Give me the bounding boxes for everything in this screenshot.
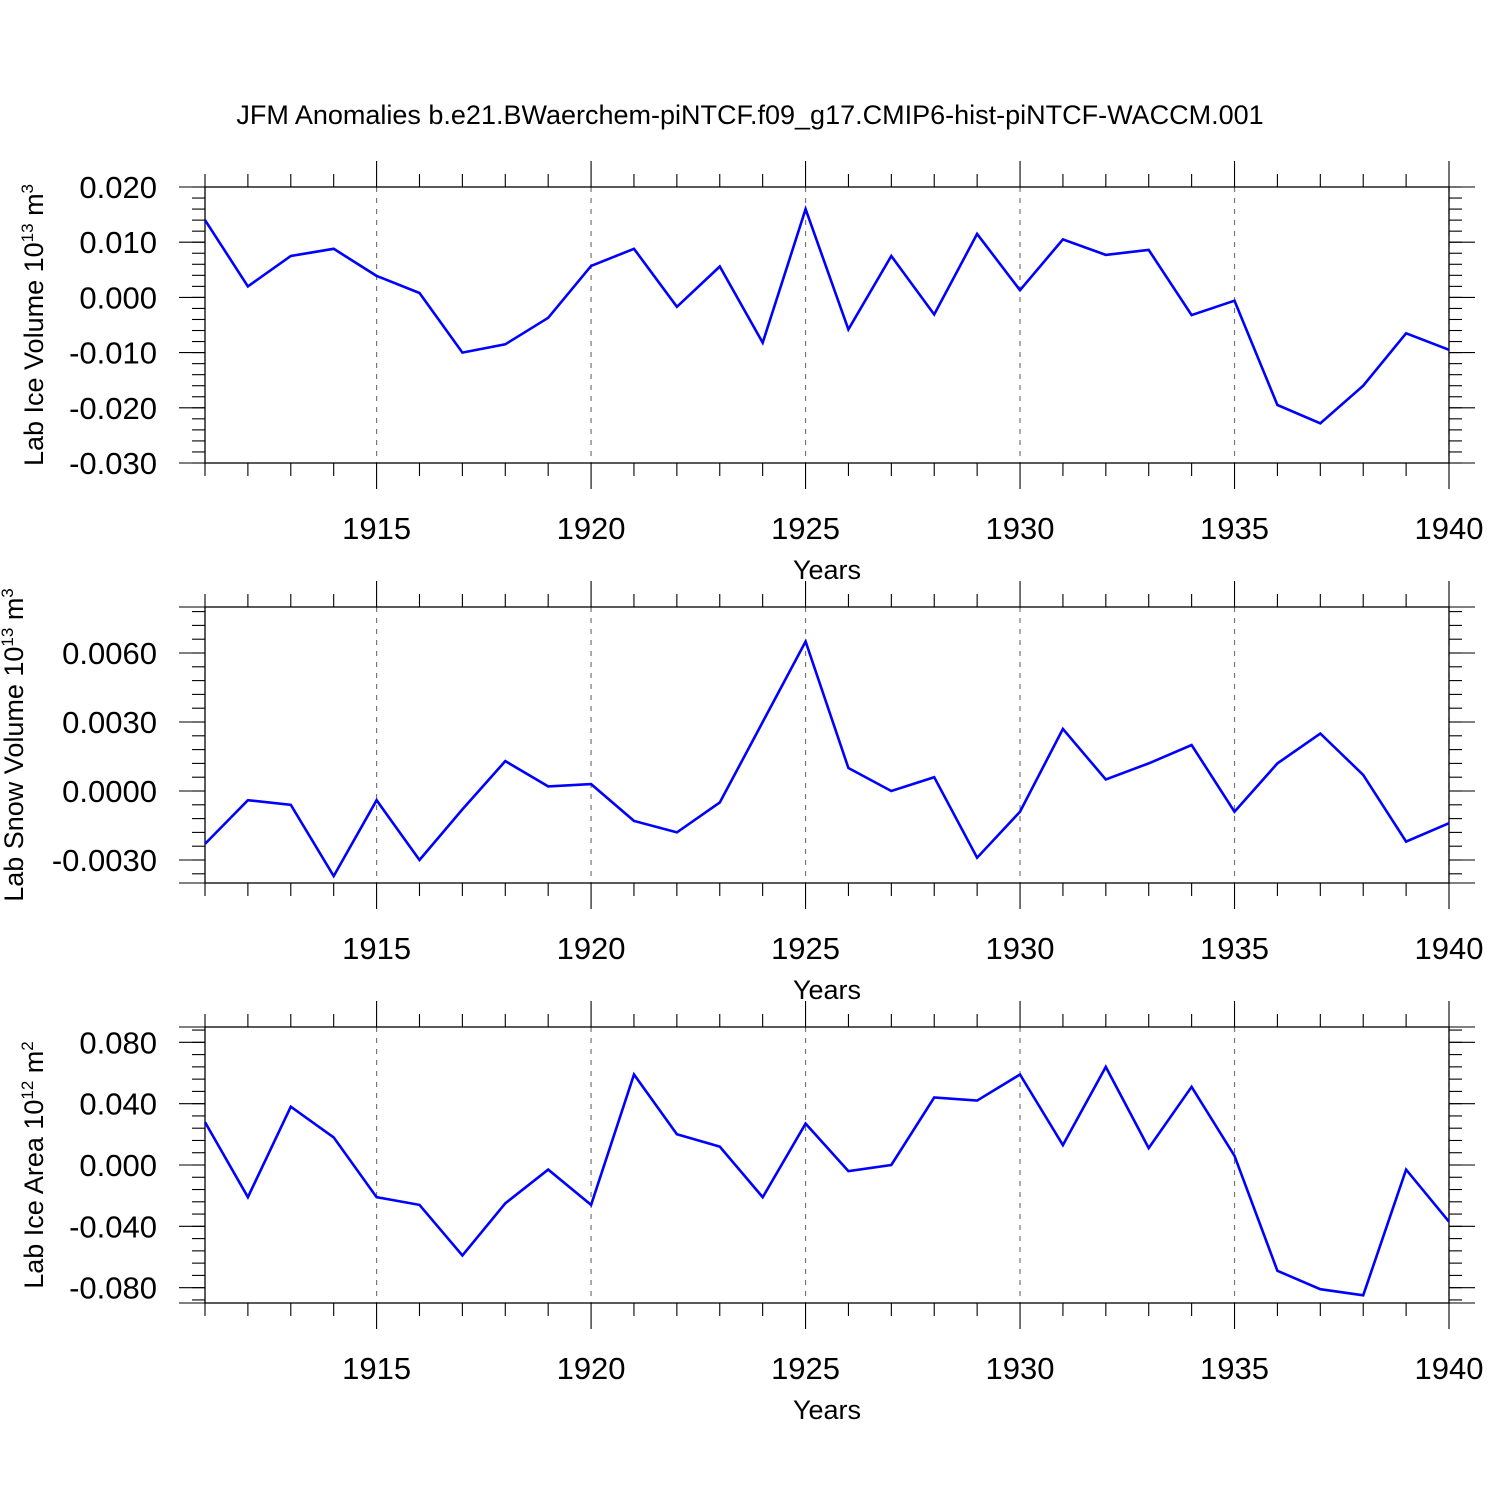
x-tick-label-1930: 1930 [986, 931, 1055, 966]
x-tick-label-1935: 1935 [1200, 931, 1269, 966]
x-tick-label-1920: 1920 [557, 511, 626, 546]
x-axis-label: Years [793, 1395, 861, 1425]
y-axis-label: Lab Ice Area 1012 m2 [18, 1041, 49, 1289]
y-axis-label: Lab Snow Volume 1013 m3 [0, 588, 29, 902]
lab-ice-volume-panel: 0.020 0.010 0.000 -0.010 -0.020 -0.030 1915 192… [18, 161, 1483, 585]
y-tick-label: 0.0000 [62, 774, 157, 809]
x-tick-label-1935: 1935 [1200, 1351, 1269, 1386]
lab-ice-area-series-line [203, 1064, 1451, 1297]
x-tick-label-1915: 1915 [342, 931, 411, 966]
y-tick-label: 0.000 [79, 1148, 157, 1183]
x-tick-label-1920: 1920 [557, 931, 626, 966]
x-axis-label: Years [793, 975, 861, 1005]
x-tick-label-1940: 1940 [1415, 1351, 1484, 1386]
y-tick-label: -0.010 [69, 336, 157, 371]
y-tick-label: 0.080 [79, 1025, 157, 1060]
chart-title: JFM Anomalies b.e21.BWaerchem-piNTCF.f09… [236, 100, 1263, 130]
y-tick-label: 0.040 [79, 1087, 157, 1122]
x-tick-label-1925: 1925 [771, 1351, 840, 1386]
x-tick-label-1930: 1930 [986, 1351, 1055, 1386]
x-tick-label-1935: 1935 [1200, 511, 1269, 546]
x-tick-label-1920: 1920 [557, 1351, 626, 1386]
y-tick-label: -0.080 [69, 1271, 157, 1306]
y-tick-label: -0.040 [69, 1209, 157, 1244]
x-axis-label: Years [793, 555, 861, 585]
y-tick-label: -0.0030 [52, 843, 157, 878]
x-tick-label-1940: 1940 [1415, 511, 1484, 546]
y-tick-label: -0.020 [69, 391, 157, 426]
x-tick-label-1915: 1915 [342, 511, 411, 546]
panels: 0.020 0.010 0.000 -0.010 -0.020 -0.030 1915 192… [0, 161, 1483, 1425]
x-tick-label-1930: 1930 [986, 511, 1055, 546]
y-axis-label: Lab Ice Volume 1013 m3 [18, 184, 49, 466]
y-tick-label: -0.030 [69, 446, 157, 481]
plot-frame [204, 186, 1450, 464]
x-tick-label-1925: 1925 [771, 931, 840, 966]
y-tick-label: 0.000 [79, 280, 157, 315]
x-tick-label-1915: 1915 [342, 1351, 411, 1386]
lab-snow-volume-panel: 0.0060 0.0030 0.0000 -0.0030 1915 1920 1925 193… [0, 581, 1483, 1005]
lab-snow-volume-series-line [204, 638, 1450, 879]
plot-frame [204, 606, 1450, 884]
y-tick-label: 0.0060 [62, 636, 157, 671]
x-tick-label-1940: 1940 [1415, 931, 1484, 966]
y-tick-label: 0.010 [79, 225, 157, 260]
lab-ice-volume-series-line [203, 205, 1450, 425]
x-tick-label-1925: 1925 [771, 511, 840, 546]
lab-ice-area-panel: 0.080 0.040 0.000 -0.040 -0.080 1915 1920 1925 1… [18, 1001, 1483, 1425]
y-tick-label: 0.020 [79, 170, 157, 205]
y-tick-label: 0.0030 [62, 705, 157, 740]
